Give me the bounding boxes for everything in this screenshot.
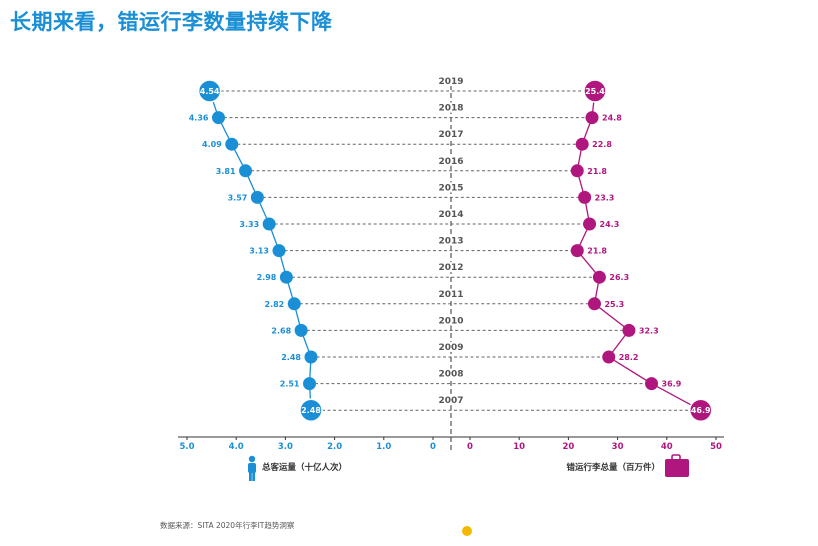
bags-data-label: 21.8 (587, 167, 607, 176)
year-label: 2016 (438, 157, 463, 167)
bags-data-label: 28.2 (619, 353, 639, 362)
year-label: 2014 (438, 210, 463, 220)
passengers-point (262, 217, 276, 231)
year-label-bg (439, 262, 463, 273)
bags-point (587, 297, 601, 311)
data-source-note: 数据来源：SITA 2020年行李IT趋势洞察 (160, 521, 295, 530)
passengers-point (299, 398, 323, 422)
passengers-data-label: 3.13 (249, 247, 269, 256)
passengers-point (304, 350, 318, 364)
passengers-legend-label: 总客运量（十亿人次） (262, 462, 347, 473)
bags-point (688, 398, 713, 422)
year-label: 2011 (438, 290, 463, 300)
bags-data-label: 32.3 (639, 326, 659, 335)
year-label: 2007 (438, 396, 463, 406)
bags-point (583, 79, 607, 103)
page-title: 长期来看，错运行李数量持续下降 (10, 10, 333, 34)
year-label-bg (439, 76, 463, 86)
bags-point (578, 190, 592, 204)
year-label: 2009 (438, 343, 463, 353)
year-label: 2015 (438, 183, 463, 193)
passengers-data-label: 4.54 (200, 87, 220, 96)
passengers-point (279, 270, 293, 284)
passengers-tick-label: 3.0 (278, 442, 293, 452)
passengers-tick-label: 2.0 (327, 442, 342, 452)
year-label: 2008 (438, 370, 463, 380)
passengers-data-label: 3.81 (216, 167, 236, 176)
passengers-data-label: 3.57 (228, 193, 248, 202)
passengers-point (211, 111, 225, 125)
passengers-data-label: 3.33 (239, 220, 259, 229)
year-label-bg (439, 315, 463, 326)
passengers-point (294, 323, 308, 337)
bags-point (570, 244, 584, 258)
bags-point (585, 111, 599, 125)
bags-point (570, 164, 584, 178)
passengers-point (303, 377, 317, 391)
bags-tick-label: 30 (612, 442, 624, 452)
year-label: 2012 (438, 263, 463, 273)
passengers-point (272, 244, 286, 258)
passengers-tick-label: 1.0 (376, 442, 391, 452)
bags-point (575, 137, 589, 151)
passengers-point (225, 137, 239, 151)
bags-data-label: 46.9 (691, 406, 711, 415)
year-label: 2017 (438, 130, 463, 140)
bags-point (645, 377, 659, 391)
passengers-data-label: 2.98 (257, 273, 277, 282)
bags-tick-label: 40 (661, 442, 673, 452)
year-label-bg (439, 368, 463, 379)
year-label: 2019 (438, 77, 463, 87)
passengers-data-label: 2.68 (271, 326, 291, 335)
bags-tick-label: 20 (562, 442, 574, 452)
bags-point (622, 323, 636, 337)
bags-data-label: 25.3 (604, 300, 624, 309)
year-label: 2013 (438, 237, 463, 247)
passengers-data-label: 4.09 (202, 140, 222, 149)
year-label: 2010 (438, 316, 463, 326)
passengers-point (197, 79, 222, 103)
year-label-bg (439, 102, 463, 113)
bags-data-label: 36.9 (662, 380, 682, 389)
bags-data-label: 24.8 (602, 114, 622, 123)
year-label-bg (439, 395, 463, 406)
bags-legend-label: 错运行李总量（百万件） (566, 462, 660, 473)
bags-data-label: 25.4 (585, 87, 605, 96)
person-icon (248, 455, 256, 481)
year-label-bg (439, 342, 463, 352)
bags-point (602, 350, 616, 364)
bags-data-label: 23.3 (595, 193, 615, 202)
passengers-point (287, 297, 301, 311)
bags-tick-label: 10 (513, 442, 525, 452)
passengers-tick-label: 4.0 (229, 442, 244, 452)
year-label-bg (439, 129, 463, 140)
passengers-point (239, 164, 253, 178)
year-label-bg (439, 155, 463, 166)
bags-point (583, 217, 597, 231)
passengers-data-label: 2.48 (281, 353, 301, 362)
passengers-point (250, 190, 264, 204)
year-label: 2018 (438, 104, 463, 114)
bags-data-label: 21.8 (587, 247, 607, 256)
bags-point (592, 270, 606, 284)
bags-tick-label: 50 (710, 442, 722, 452)
passengers-data-label: 4.36 (189, 114, 209, 123)
passengers-tick-label: 0 (430, 442, 436, 452)
bags-tick-label: 0 (467, 442, 473, 452)
year-label-bg (439, 182, 463, 193)
bags-data-label: 22.8 (592, 140, 612, 149)
passengers-data-label: 2.48 (301, 406, 321, 415)
bags-data-label: 26.3 (609, 273, 629, 282)
year-label-bg (439, 288, 463, 299)
suitcase-icon (665, 454, 689, 477)
year-label-bg (439, 209, 463, 219)
year-label-bg (439, 235, 463, 246)
passengers-data-label: 2.82 (265, 300, 285, 309)
passengers-data-label: 2.51 (280, 380, 300, 389)
bags-data-label: 24.3 (600, 220, 620, 229)
decorative-dot (462, 526, 472, 536)
passengers-tick-label: 5.0 (179, 442, 194, 452)
